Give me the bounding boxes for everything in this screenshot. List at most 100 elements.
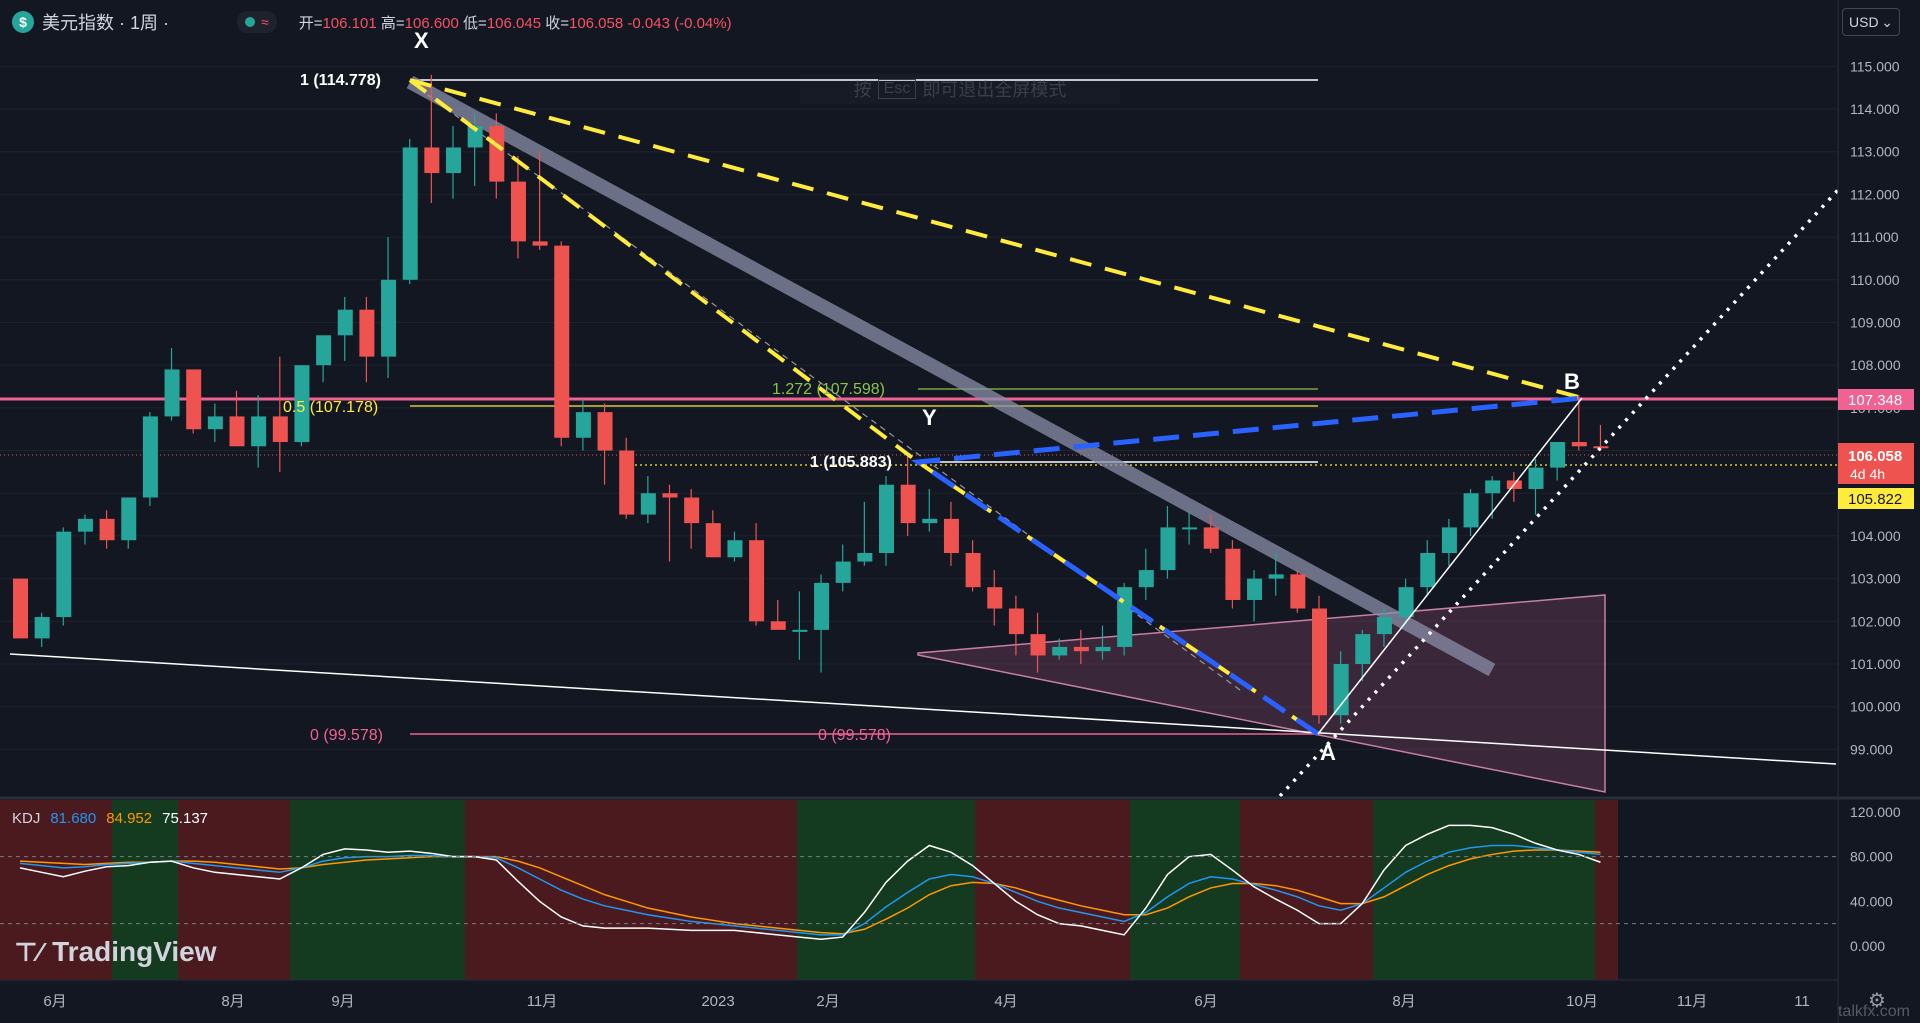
candle-body[interactable] <box>337 309 353 336</box>
candle-body[interactable] <box>900 484 916 524</box>
candle-body[interactable] <box>922 518 938 524</box>
kdj-name: KDJ <box>12 810 41 827</box>
candle-body[interactable] <box>554 245 570 438</box>
candle-body[interactable] <box>1225 548 1241 600</box>
candle-body[interactable] <box>164 369 180 417</box>
candle-body[interactable] <box>1420 553 1436 588</box>
candle-body[interactable] <box>121 497 137 541</box>
xb-dashed-line[interactable] <box>409 78 1583 400</box>
candle-body[interactable] <box>402 147 418 280</box>
kdj-legend[interactable]: KDJ 81.680 84.952 75.137 <box>12 810 208 827</box>
candle-body[interactable] <box>987 587 1003 609</box>
candle-body[interactable] <box>1095 646 1111 652</box>
candle-body[interactable] <box>1593 446 1609 449</box>
candle-body[interactable] <box>1052 646 1068 656</box>
fib-zero-label-mid: 0 (99.578) <box>818 727 891 744</box>
candle-body[interactable] <box>13 578 28 639</box>
candle-body[interactable] <box>424 147 440 174</box>
candle-body[interactable] <box>597 412 613 451</box>
kdj-band <box>797 800 975 980</box>
candle-body[interactable] <box>943 518 959 554</box>
candle-body[interactable] <box>1333 664 1349 716</box>
candle-body[interactable] <box>207 416 223 430</box>
candle-body[interactable] <box>1247 578 1263 600</box>
candle-body[interactable] <box>684 497 700 524</box>
candle-body[interactable] <box>532 241 548 246</box>
ab-line[interactable] <box>1317 397 1583 735</box>
dotted-trendline[interactable] <box>1278 188 1840 798</box>
candle-body[interactable] <box>272 416 288 443</box>
candle-body[interactable] <box>1073 646 1089 652</box>
candle-body[interactable] <box>1463 493 1479 528</box>
candle-body[interactable] <box>489 126 505 182</box>
candle-body[interactable] <box>510 181 526 242</box>
candle-body[interactable] <box>1355 634 1371 665</box>
time-axis[interactable]: 6月 8月 9月 11月 2023 2月 4月 6月 8月 10月 11月 11 <box>43 993 1809 1010</box>
price-candles[interactable] <box>13 74 1609 724</box>
candle-body[interactable] <box>1030 634 1046 656</box>
kdj-k-value: 81.680 <box>50 810 97 827</box>
time-tick: 11月 <box>1677 993 1708 1010</box>
candle-body[interactable] <box>316 335 332 366</box>
xya-dashed-line[interactable] <box>408 78 1320 736</box>
market-status-pill[interactable]: ≈ <box>237 11 277 33</box>
candle-body[interactable] <box>662 493 678 498</box>
candle-body[interactable] <box>1398 587 1414 618</box>
candle-body[interactable] <box>1268 574 1284 579</box>
candle-body[interactable] <box>835 561 851 583</box>
candle-body[interactable] <box>1138 570 1154 588</box>
kdj-axis[interactable]: 120.000 80.000 40.000 0.000 <box>0 804 1901 954</box>
currency-button[interactable]: USD ⌄ <box>1842 8 1900 36</box>
candle-body[interactable] <box>792 629 808 632</box>
candle-body[interactable] <box>467 126 483 148</box>
candle-body[interactable] <box>186 369 202 430</box>
kdj-background-bands <box>0 800 1618 980</box>
candle-body[interactable] <box>640 493 656 515</box>
candle-body[interactable] <box>1312 608 1327 716</box>
candle-body[interactable] <box>1485 480 1501 494</box>
candle-body[interactable] <box>879 484 894 554</box>
candle-body[interactable] <box>99 518 115 541</box>
candle-body[interactable] <box>575 412 591 438</box>
candle-body[interactable] <box>770 621 786 630</box>
candle-body[interactable] <box>814 582 830 630</box>
candle-body[interactable] <box>359 309 375 357</box>
candle-body[interactable] <box>142 416 158 498</box>
candle-body[interactable] <box>749 540 765 622</box>
candle-body[interactable] <box>446 147 461 174</box>
price-tick: 101.000 <box>1850 656 1901 672</box>
candle-body[interactable] <box>1550 442 1566 468</box>
symbol-title[interactable]: 美元指数 · 1周 · <box>42 13 170 33</box>
settings-icon[interactable]: ⚙ <box>1868 988 1886 1012</box>
candle-body[interactable] <box>56 531 72 618</box>
candle-body[interactable] <box>857 553 873 562</box>
candle-body[interactable] <box>229 416 245 447</box>
candle-body[interactable] <box>1571 442 1587 447</box>
tradingview-logo[interactable]: ⊤⁄ TradingView <box>14 936 217 968</box>
candle-body[interactable] <box>381 279 397 357</box>
candle-body[interactable] <box>1528 467 1544 489</box>
candle-body[interactable] <box>1182 527 1198 530</box>
site-watermark: talkfx.com <box>1837 1003 1910 1020</box>
gray-trend-band[interactable] <box>406 75 1496 677</box>
price-label-current-bg <box>1838 443 1914 484</box>
candle-body[interactable] <box>294 365 310 443</box>
candle-body[interactable] <box>1441 527 1457 554</box>
price-tick: 102.000 <box>1850 613 1901 629</box>
candle-body[interactable] <box>727 540 743 558</box>
candle-body[interactable] <box>1376 617 1392 635</box>
candle-body[interactable] <box>965 553 981 588</box>
tradingview-logo-icon: ⊤⁄ <box>14 936 43 967</box>
candle-body[interactable] <box>1203 527 1219 549</box>
candle-body[interactable] <box>77 518 93 532</box>
candle-body[interactable] <box>34 617 50 639</box>
candle-body[interactable] <box>619 450 635 515</box>
candle-body[interactable] <box>705 523 721 558</box>
blue-dashed-line[interactable] <box>910 395 1583 737</box>
candle-body[interactable] <box>1160 527 1176 571</box>
candle-body[interactable] <box>251 416 267 447</box>
support-trendline[interactable] <box>9 653 1837 765</box>
candle-body[interactable] <box>1290 574 1306 609</box>
candle-body[interactable] <box>1008 608 1024 635</box>
